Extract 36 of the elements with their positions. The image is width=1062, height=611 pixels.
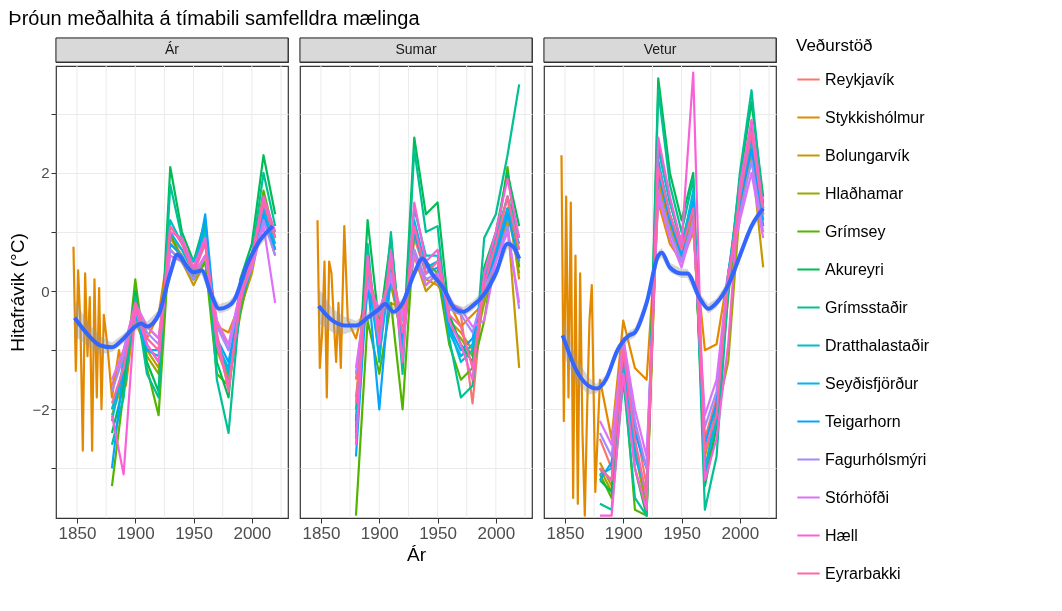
legend-label: Hlaðhamar bbox=[825, 184, 904, 202]
legend-label: Eyrarbakki bbox=[825, 564, 901, 582]
legend-label: Grímsstaðir bbox=[825, 298, 909, 316]
x-tick-label: 2000 bbox=[721, 523, 760, 543]
legend-label: Fagurhólsmýri bbox=[825, 450, 927, 468]
legend-label: Grímsey bbox=[825, 222, 886, 240]
legend-label: Dratthalastaðir bbox=[825, 336, 930, 354]
text: Þróun meðalhita á tímabili samfelldra mælinga bbox=[8, 6, 421, 29]
y-tick-label: −2 bbox=[32, 400, 50, 418]
x-tick-label: 1950 bbox=[419, 523, 457, 543]
y-tick-label: 0 bbox=[41, 282, 50, 300]
legend-title: Veðurstöð bbox=[796, 36, 873, 55]
chart-title: Vetur bbox=[643, 41, 677, 57]
x-tick-label: 1950 bbox=[663, 523, 701, 543]
x-tick-label: 1850 bbox=[302, 523, 341, 543]
x-tick-label: 1900 bbox=[604, 523, 643, 543]
x-tick-label: 1900 bbox=[116, 523, 155, 543]
legend-label: Teigarhorn bbox=[825, 412, 901, 430]
legend-label: Stórhöfði bbox=[825, 488, 890, 506]
x-tick-label: 2000 bbox=[233, 523, 272, 543]
y-tick-label: 2 bbox=[41, 164, 50, 182]
x-tick-label: 1950 bbox=[175, 523, 213, 543]
x-tick-label: 1900 bbox=[360, 523, 399, 543]
legend-label: Bolungarvík bbox=[825, 146, 911, 164]
legend-label: Seyðisfjörður bbox=[825, 374, 920, 392]
x-axis-title: Ár bbox=[407, 543, 427, 565]
chart-title: Ár bbox=[165, 41, 180, 57]
chart-title: Sumar bbox=[395, 41, 437, 57]
x-tick-label: 2000 bbox=[477, 523, 516, 543]
legend-label: Akureyri bbox=[825, 260, 884, 278]
legend-label: Hæll bbox=[825, 526, 858, 544]
legend-label: Reykjavík bbox=[825, 70, 896, 88]
legend-label: Stykkishólmur bbox=[825, 108, 926, 126]
y-axis-title: Hitafrávik (°C) bbox=[7, 233, 29, 352]
x-tick-label: 1850 bbox=[546, 523, 585, 543]
x-tick-label: 1850 bbox=[58, 523, 97, 543]
